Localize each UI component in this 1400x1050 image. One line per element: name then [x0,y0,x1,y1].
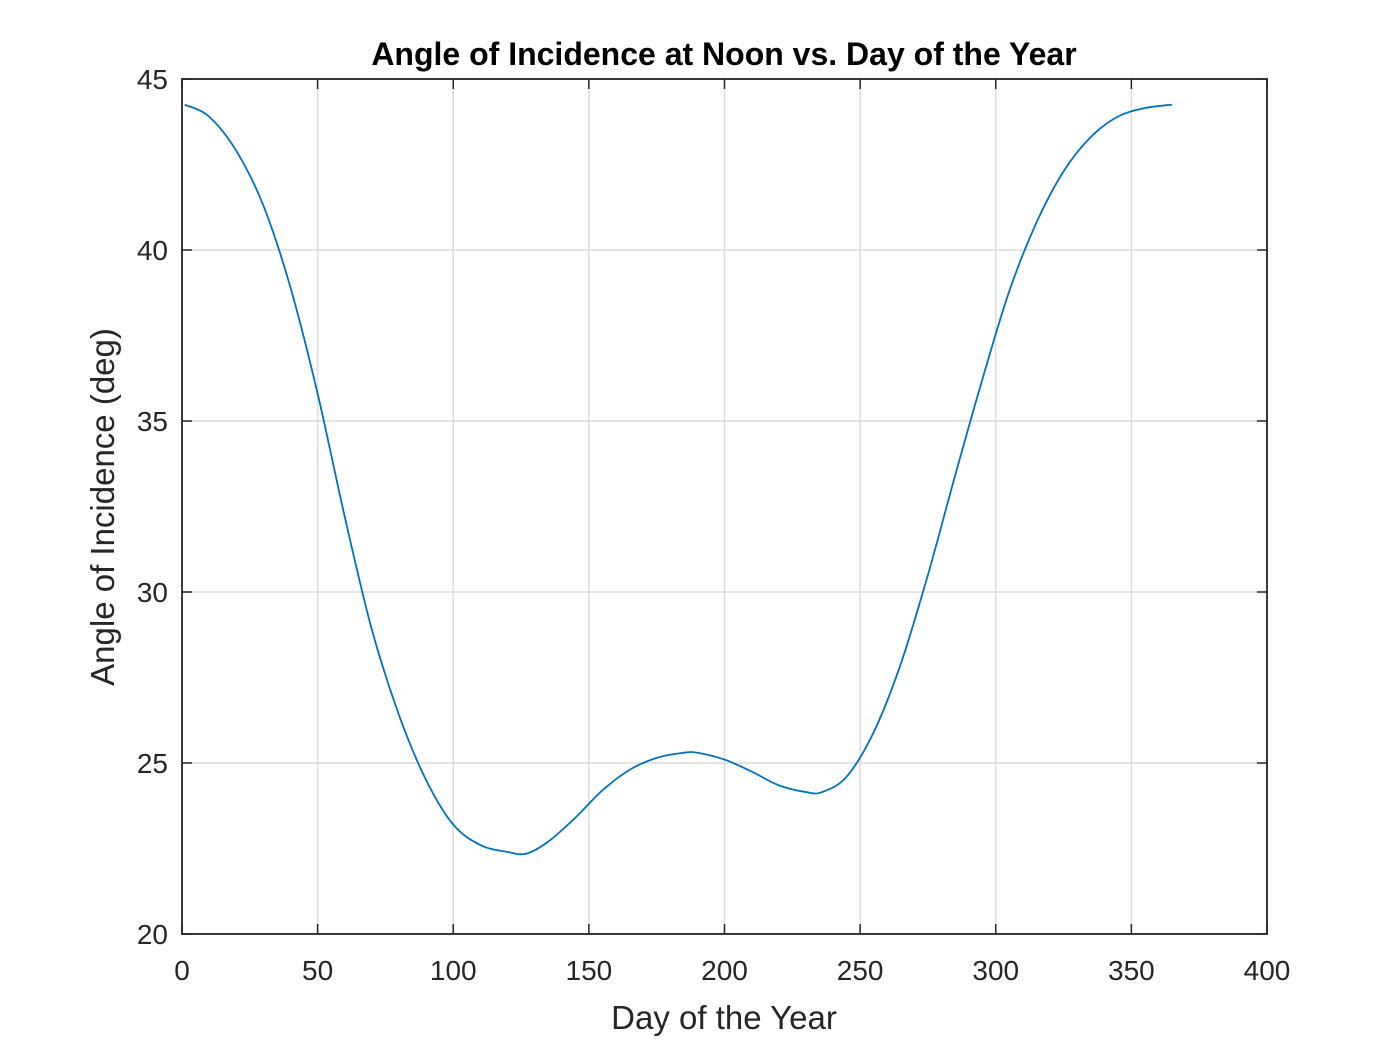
axis-ticks: 0 50 100 150 200 250 300 350 400 20 25 30 35 40 45 [137,64,1291,986]
chart-title: Angle of Incidence at Noon vs. Day of th… [371,36,1076,72]
x-tick-label: 100 [430,955,477,986]
y-tick-label: 45 [137,64,168,95]
y-tick-label: 35 [137,406,168,437]
x-tick-label: 400 [1244,955,1291,986]
x-tick-label: 300 [972,955,1019,986]
y-tick-label: 20 [137,919,168,950]
y-axis-label: Angle of Incidence (deg) [84,328,121,686]
x-tick-label: 0 [174,955,190,986]
series-layer [184,103,1173,856]
x-axis-label: Day of the Year [611,999,837,1036]
x-tick-label: 50 [302,955,333,986]
y-tick-label: 25 [137,748,168,779]
x-tick-label: 150 [566,955,613,986]
x-tick-label: 350 [1108,955,1155,986]
y-tick-label: 30 [137,577,168,608]
x-tick-label: 200 [701,955,748,986]
y-tick-label: 40 [137,235,168,266]
x-tick-label: 250 [837,955,884,986]
series-line [184,103,1173,856]
